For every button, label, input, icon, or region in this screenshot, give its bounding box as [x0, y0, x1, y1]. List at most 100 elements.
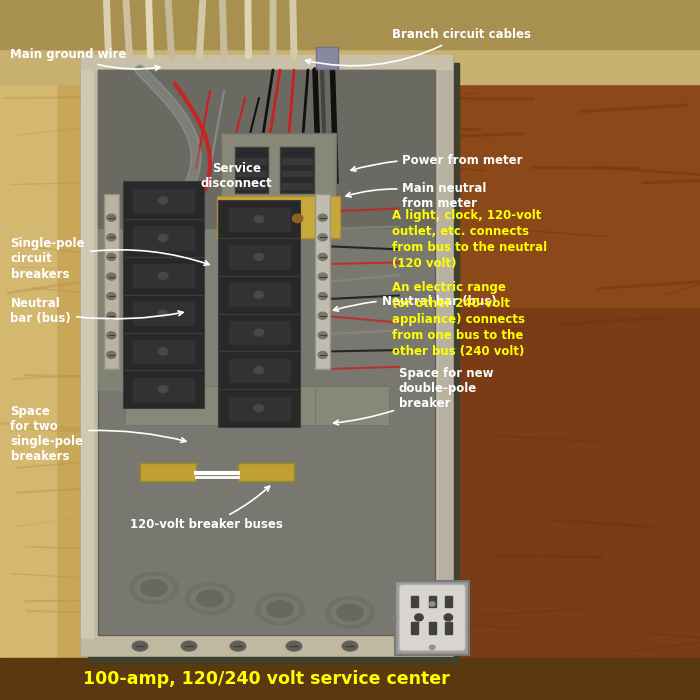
Bar — [98, 70, 284, 390]
FancyBboxPatch shape — [122, 332, 204, 370]
Ellipse shape — [230, 641, 246, 651]
Bar — [132, 225, 195, 251]
Bar — [445, 622, 452, 634]
Bar — [132, 188, 195, 213]
Text: Neutral bar (bus): Neutral bar (bus) — [333, 295, 496, 311]
FancyBboxPatch shape — [218, 238, 300, 276]
Bar — [395, 581, 469, 655]
Text: An electric range
(or other 240-volt
appliance) connects
from one bus to the
oth: An electric range (or other 240-volt app… — [392, 281, 525, 358]
FancyBboxPatch shape — [122, 295, 204, 332]
Bar — [315, 194, 330, 369]
Bar — [234, 147, 268, 193]
Bar — [237, 171, 266, 176]
FancyBboxPatch shape — [122, 257, 204, 295]
Bar — [282, 158, 312, 164]
FancyBboxPatch shape — [218, 351, 300, 389]
FancyBboxPatch shape — [122, 219, 204, 257]
Text: Space for new
double-pole
breaker: Space for new double-pole breaker — [334, 367, 494, 425]
Bar — [125, 386, 324, 425]
Bar — [315, 386, 388, 425]
Bar — [132, 377, 195, 402]
Bar — [0, 0, 700, 84]
Bar — [228, 395, 290, 421]
Ellipse shape — [181, 641, 197, 651]
Ellipse shape — [254, 329, 264, 336]
Bar — [228, 320, 290, 345]
Ellipse shape — [330, 601, 370, 624]
Bar — [364, 308, 700, 658]
FancyBboxPatch shape — [218, 200, 300, 238]
FancyBboxPatch shape — [399, 584, 466, 651]
Ellipse shape — [107, 273, 116, 280]
FancyBboxPatch shape — [316, 47, 338, 69]
Text: Space
for two
single-pole
breakers: Space for two single-pole breakers — [10, 405, 186, 463]
Ellipse shape — [107, 214, 116, 221]
Bar — [228, 206, 290, 232]
Ellipse shape — [444, 614, 452, 621]
Ellipse shape — [158, 348, 168, 355]
Bar — [237, 183, 266, 189]
Ellipse shape — [254, 405, 264, 412]
Text: Neutral
bar (bus): Neutral bar (bus) — [10, 298, 183, 326]
Ellipse shape — [236, 214, 246, 223]
Bar — [282, 171, 312, 176]
Ellipse shape — [265, 214, 274, 223]
Bar — [220, 133, 336, 203]
Ellipse shape — [318, 351, 328, 358]
Bar — [0, 658, 700, 700]
Bar — [217, 196, 340, 238]
Ellipse shape — [267, 601, 293, 617]
Ellipse shape — [342, 641, 358, 651]
Ellipse shape — [107, 293, 116, 300]
Ellipse shape — [158, 386, 168, 393]
Ellipse shape — [158, 310, 168, 317]
Text: A light, clock, 120-volt
outlet, etc. connects
from bus to the neutral
(120 volt: A light, clock, 120-volt outlet, etc. co… — [392, 209, 547, 270]
Ellipse shape — [132, 641, 148, 651]
Bar — [445, 596, 452, 607]
Ellipse shape — [318, 273, 328, 280]
Ellipse shape — [318, 293, 328, 300]
Text: Main ground wire: Main ground wire — [10, 48, 160, 70]
Bar — [0, 42, 94, 658]
Ellipse shape — [429, 602, 435, 606]
Text: Branch circuit cables: Branch circuit cables — [305, 29, 531, 66]
Ellipse shape — [141, 580, 167, 596]
Bar — [88, 63, 458, 662]
Ellipse shape — [318, 332, 328, 339]
Ellipse shape — [107, 312, 116, 319]
Bar — [364, 42, 700, 658]
Text: 100-amp, 120/240 volt service center: 100-amp, 120/240 volt service center — [83, 670, 449, 688]
Bar — [80, 56, 452, 655]
Ellipse shape — [158, 197, 168, 204]
Bar — [228, 358, 290, 383]
Ellipse shape — [254, 291, 264, 298]
Ellipse shape — [107, 332, 116, 339]
Text: Main neutral
from meter: Main neutral from meter — [346, 182, 487, 210]
Bar — [228, 244, 290, 270]
Ellipse shape — [254, 216, 264, 223]
Bar — [140, 463, 196, 481]
Ellipse shape — [190, 587, 230, 610]
Ellipse shape — [318, 253, 328, 260]
Ellipse shape — [197, 590, 223, 607]
Bar — [0, 42, 56, 658]
Ellipse shape — [318, 234, 328, 241]
Ellipse shape — [130, 573, 178, 603]
Text: Single-pole
circuit
breakers: Single-pole circuit breakers — [10, 237, 209, 281]
Bar — [439, 56, 452, 655]
Ellipse shape — [337, 604, 363, 621]
Bar — [80, 56, 93, 655]
Ellipse shape — [186, 582, 234, 615]
Bar — [411, 596, 418, 607]
FancyBboxPatch shape — [218, 389, 300, 427]
Bar — [80, 639, 452, 654]
Bar — [132, 339, 195, 364]
Bar — [238, 463, 294, 481]
Ellipse shape — [318, 312, 328, 319]
FancyBboxPatch shape — [122, 370, 204, 408]
Ellipse shape — [107, 351, 116, 358]
Ellipse shape — [286, 641, 302, 651]
Bar — [104, 194, 119, 369]
Ellipse shape — [326, 596, 374, 629]
Bar — [228, 282, 290, 307]
